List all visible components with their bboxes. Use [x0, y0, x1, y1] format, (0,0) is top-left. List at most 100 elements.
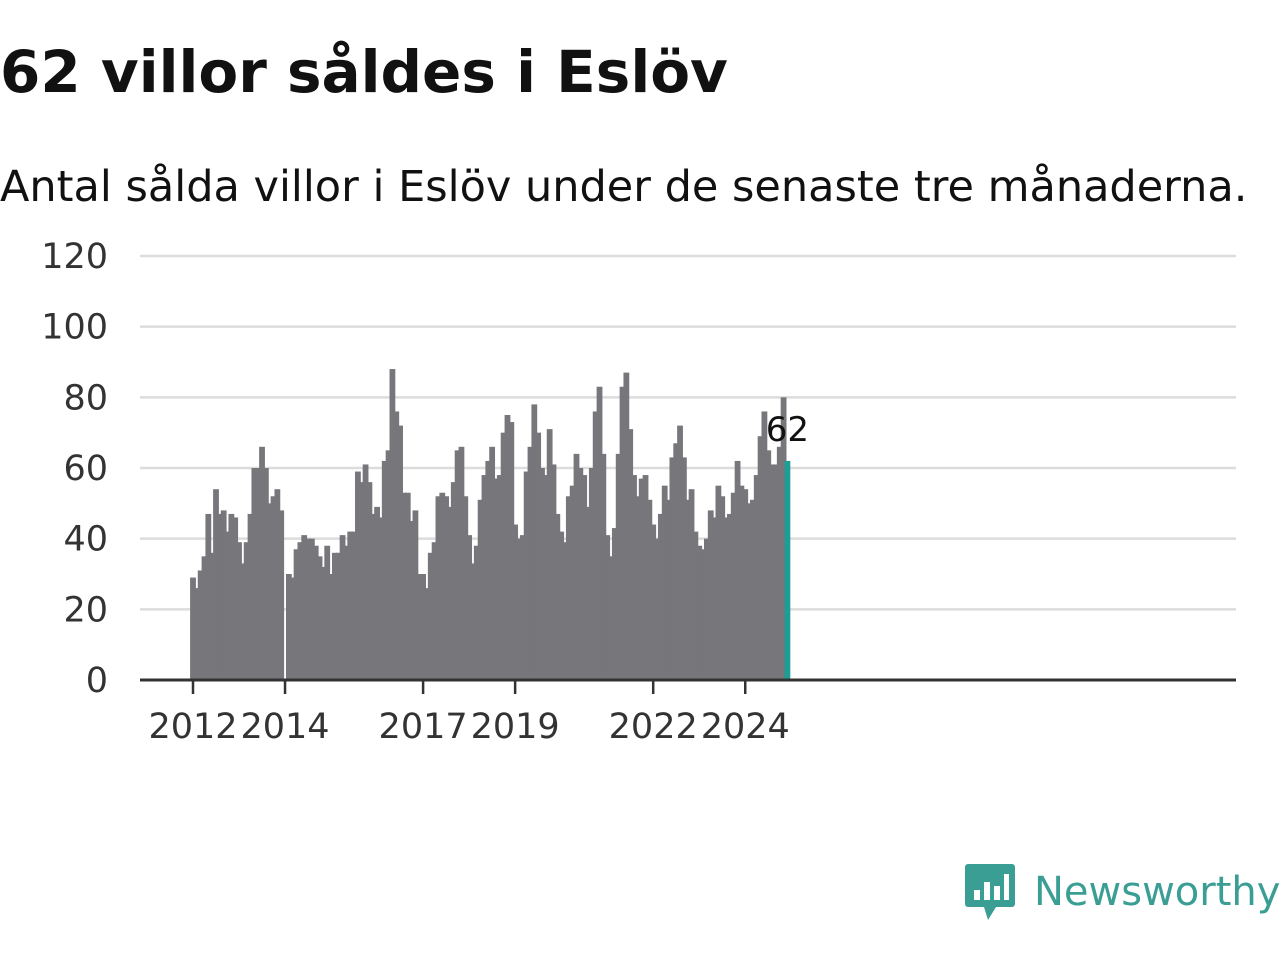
bar [308, 538, 315, 680]
bar [305, 538, 311, 680]
bar [608, 556, 614, 680]
bar [677, 425, 683, 680]
x-tick-label: 2012 [148, 707, 237, 747]
bar [753, 475, 760, 680]
bar [374, 506, 380, 680]
bar [243, 542, 250, 680]
bar [328, 574, 334, 680]
bar [577, 468, 584, 680]
bar [424, 588, 430, 680]
bar [493, 478, 499, 680]
bar [320, 566, 327, 680]
bar [489, 446, 496, 680]
bar [558, 531, 565, 680]
bar [512, 524, 519, 680]
bar [688, 489, 695, 680]
newsworthy-logo-icon [965, 864, 1015, 920]
chart-title: 62 villor såldes i Eslöv [0, 38, 728, 106]
bar [684, 499, 691, 680]
bar [454, 450, 461, 680]
bar [270, 496, 277, 680]
bar [389, 369, 396, 680]
bar [197, 570, 204, 680]
bar [631, 475, 637, 680]
bar [665, 499, 672, 680]
bar [224, 531, 231, 680]
bar [366, 482, 373, 680]
bar [420, 574, 426, 680]
bar [205, 513, 212, 680]
bar [776, 446, 783, 680]
bar [481, 475, 488, 680]
bar [711, 517, 718, 680]
bar [700, 549, 706, 680]
bar [236, 542, 242, 680]
bar [592, 411, 599, 680]
bar [746, 503, 752, 680]
bar [496, 475, 503, 680]
bar [358, 482, 365, 680]
bar [588, 468, 595, 680]
bar [707, 510, 714, 680]
bar [209, 552, 216, 680]
bar [542, 475, 549, 680]
bar [401, 492, 407, 680]
bar [220, 510, 227, 680]
bar [650, 524, 657, 680]
bar [680, 457, 687, 680]
bar [638, 478, 645, 680]
bar [470, 563, 476, 680]
bar [431, 542, 438, 680]
bar [381, 460, 388, 680]
bar [527, 446, 534, 680]
bar [324, 545, 331, 680]
y-tick-label: 80 [63, 378, 108, 418]
bar [565, 496, 572, 680]
bar [278, 510, 285, 680]
bar [535, 432, 542, 680]
bar [611, 528, 618, 680]
bar [562, 542, 568, 680]
bar [439, 492, 446, 680]
bar [216, 513, 223, 680]
bar [508, 422, 515, 680]
bar [351, 531, 357, 680]
bar [554, 513, 561, 680]
y-tick-label: 40 [63, 520, 108, 560]
bar [619, 386, 626, 680]
bar [734, 460, 741, 680]
bar [293, 549, 300, 680]
bar [646, 499, 653, 680]
bar [343, 545, 350, 680]
bar [450, 482, 457, 680]
bar [780, 397, 787, 680]
bar [266, 503, 273, 680]
bar [730, 492, 737, 680]
bar [443, 496, 450, 680]
x-tick-label: 2014 [241, 707, 330, 747]
y-tick-label: 120 [41, 237, 108, 277]
bar [331, 552, 338, 680]
bar [404, 492, 411, 680]
bar [393, 411, 400, 680]
bar [427, 552, 434, 680]
bar [213, 489, 219, 680]
bar [761, 411, 768, 680]
bar [615, 453, 622, 680]
bar [581, 475, 588, 680]
bar [769, 464, 775, 680]
bar [531, 404, 538, 680]
bar [312, 545, 319, 680]
bar [585, 506, 591, 680]
bar [339, 535, 346, 680]
bar [408, 521, 415, 680]
x-tick-label: 2019 [471, 707, 560, 747]
bar [600, 453, 607, 680]
bar [385, 450, 392, 680]
bar [634, 496, 641, 680]
bar [500, 432, 507, 680]
bar [516, 538, 522, 680]
x-tick-label: 2017 [379, 707, 468, 747]
y-tick-label: 100 [41, 308, 108, 348]
bar [757, 436, 764, 680]
